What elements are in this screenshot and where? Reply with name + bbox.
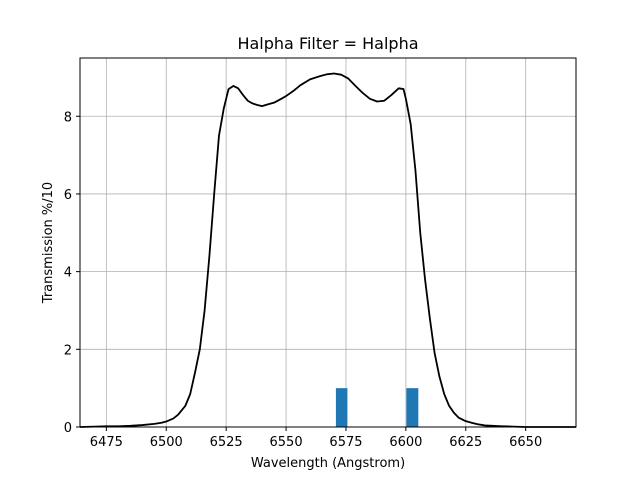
x-tick-label: 6650 — [509, 435, 542, 450]
chart-title: Halpha Filter = Halpha — [237, 34, 418, 53]
y-tick-label: 8 — [64, 110, 72, 125]
x-tick-label: 6575 — [329, 435, 362, 450]
x-tick-label: 6600 — [389, 435, 422, 450]
bar — [335, 388, 348, 427]
x-tick-label: 6475 — [90, 435, 123, 450]
bars — [335, 388, 419, 427]
series-lines — [79, 72, 576, 428]
y-tick-label: 4 — [64, 266, 72, 281]
x-tick-label: 6500 — [150, 435, 183, 450]
y-tick-label: 0 — [64, 421, 72, 436]
x-tick-label: 6525 — [210, 435, 243, 450]
transmission-line — [79, 72, 576, 428]
x-axis-label: Wavelength (Angstrom) — [251, 456, 405, 471]
x-tick-label: 6625 — [449, 435, 482, 450]
y-axis-label: Transmission %/10 — [41, 182, 56, 304]
x-tick-label: 6550 — [270, 435, 303, 450]
y-tick-label: 2 — [64, 343, 72, 358]
y-tick-label: 6 — [64, 188, 72, 203]
bar — [406, 388, 419, 427]
grid — [80, 58, 576, 428]
plot-frame — [79, 57, 577, 428]
axis-ticks: 6475 6500 6525 6550 6575 6600 6625 6650 0 2 4 6 8 — [64, 110, 543, 450]
